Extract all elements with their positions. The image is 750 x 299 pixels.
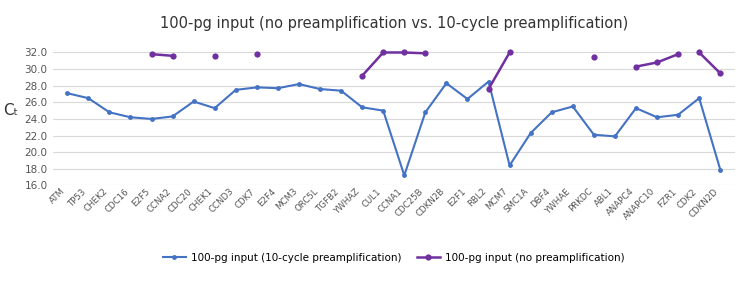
100-pg input (10-cycle preamplification) [126, 115, 135, 119]
100-pg input (10-cycle preamplification) [210, 106, 219, 110]
Legend: 100-pg input (10-cycle preamplification), 100-pg input (no preamplification): 100-pg input (10-cycle preamplification)… [158, 248, 629, 267]
100-pg input (10-cycle preamplification) [484, 80, 493, 83]
100-pg input (10-cycle preamplification) [400, 174, 409, 177]
100-pg input (10-cycle preamplification) [632, 106, 640, 110]
100-pg input (10-cycle preamplification) [274, 86, 283, 90]
Line: 100-pg input (10-cycle preamplification): 100-pg input (10-cycle preamplification) [64, 79, 723, 178]
100-pg input (10-cycle preamplification) [716, 168, 724, 171]
100-pg input (no preamplification) [168, 54, 177, 58]
100-pg input (10-cycle preamplification) [674, 113, 682, 117]
100-pg input (10-cycle preamplification) [590, 133, 598, 137]
100-pg input (10-cycle preamplification) [421, 111, 430, 114]
100-pg input (no preamplification) [147, 52, 156, 56]
100-pg input (10-cycle preamplification) [442, 81, 451, 85]
100-pg input (10-cycle preamplification) [694, 96, 703, 100]
100-pg input (10-cycle preamplification) [337, 89, 346, 92]
100-pg input (10-cycle preamplification) [358, 106, 367, 109]
100-pg input (10-cycle preamplification) [189, 100, 198, 103]
Title: 100-pg input (no preamplification vs. 10-cycle preamplification): 100-pg input (no preamplification vs. 10… [160, 16, 628, 30]
100-pg input (10-cycle preamplification) [379, 109, 388, 112]
100-pg input (10-cycle preamplification) [168, 115, 177, 118]
100-pg input (10-cycle preamplification) [526, 131, 536, 135]
Y-axis label: Cₜ: Cₜ [3, 103, 18, 118]
100-pg input (10-cycle preamplification) [252, 86, 261, 89]
100-pg input (10-cycle preamplification) [63, 91, 72, 95]
100-pg input (10-cycle preamplification) [84, 96, 93, 100]
Line: 100-pg input (no preamplification): 100-pg input (no preamplification) [148, 51, 176, 59]
100-pg input (10-cycle preamplification) [295, 82, 304, 86]
100-pg input (10-cycle preamplification) [231, 88, 240, 92]
100-pg input (10-cycle preamplification) [105, 111, 114, 114]
100-pg input (10-cycle preamplification) [316, 87, 325, 91]
100-pg input (10-cycle preamplification) [568, 105, 578, 108]
100-pg input (10-cycle preamplification) [652, 115, 662, 119]
100-pg input (10-cycle preamplification) [147, 117, 156, 121]
100-pg input (10-cycle preamplification) [548, 111, 556, 114]
100-pg input (10-cycle preamplification) [463, 97, 472, 101]
100-pg input (10-cycle preamplification) [610, 135, 620, 138]
100-pg input (10-cycle preamplification) [505, 164, 514, 167]
